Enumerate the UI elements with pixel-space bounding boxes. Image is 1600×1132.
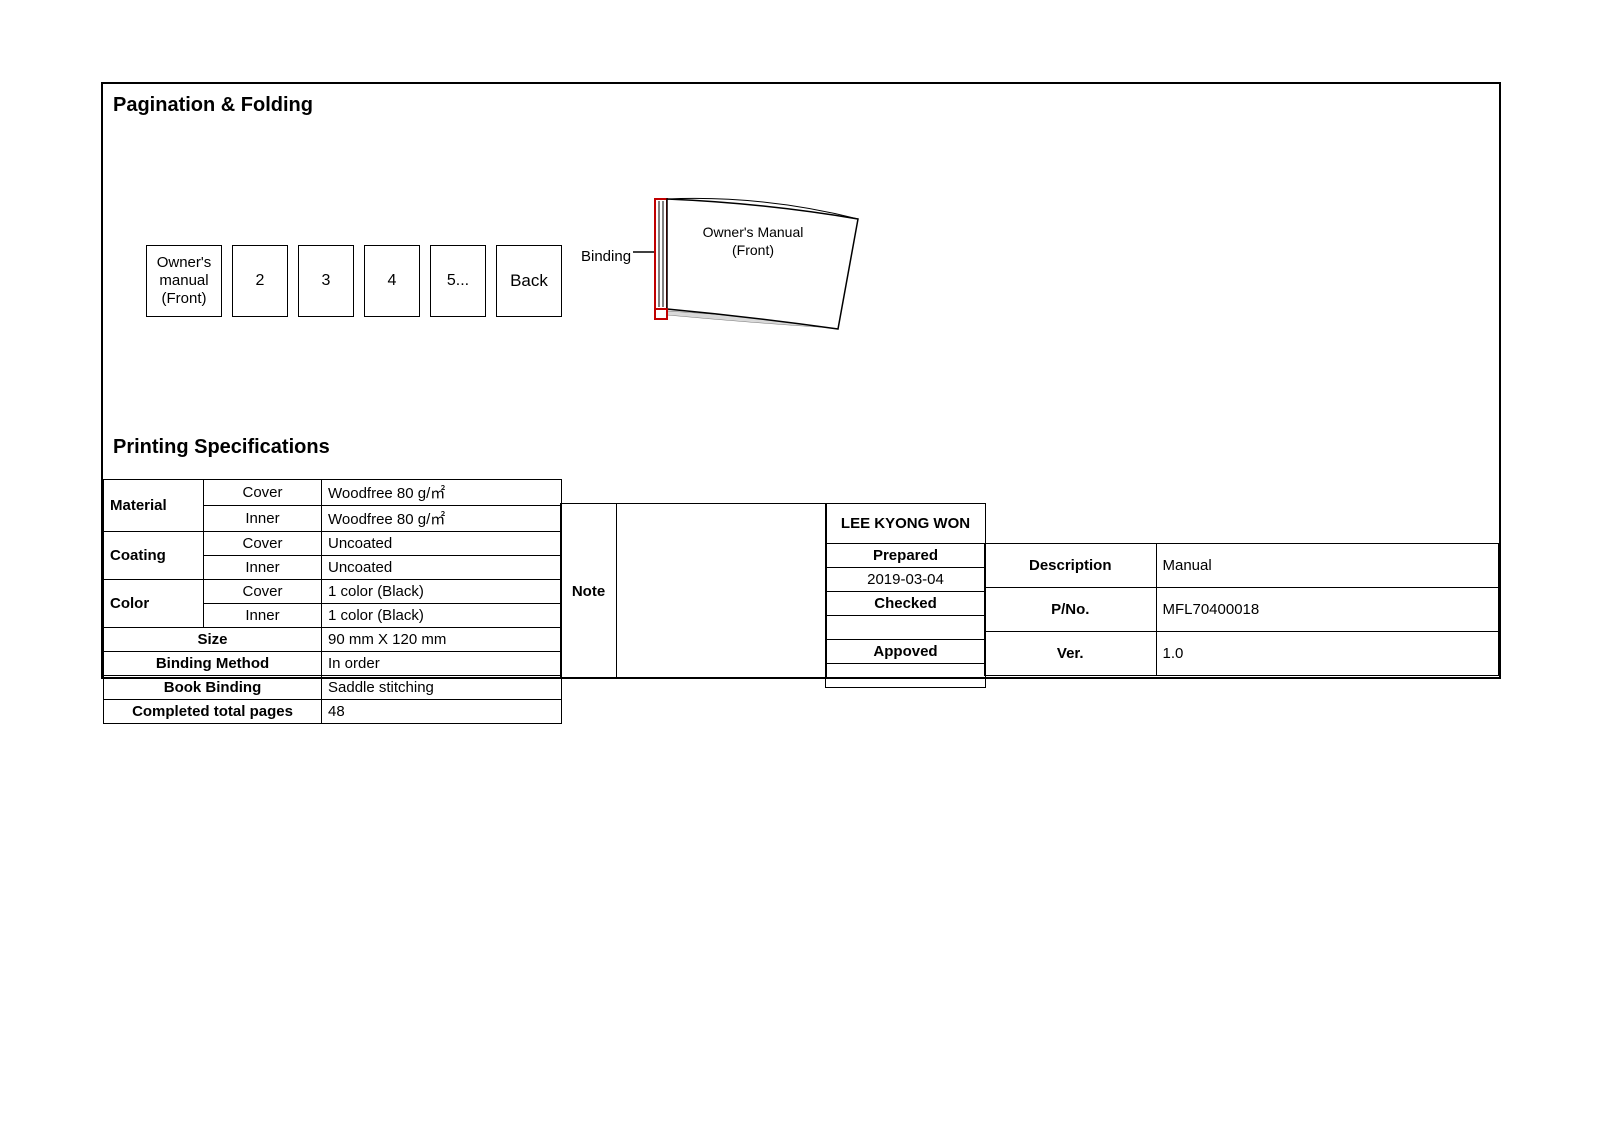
binding-book-icon: Owner's Manual (Front) — [603, 169, 883, 339]
meta-ver-label: Ver. — [985, 632, 1157, 676]
spec-table: Material Cover Woodfree 80 g/㎡ Inner Woo… — [103, 479, 562, 724]
book-title-line1: Owner's Manual — [703, 224, 804, 240]
spec-coating-cover-l: Cover — [204, 532, 322, 556]
page-box-2: 2 — [232, 245, 288, 317]
spec-size-value: 90 mm X 120 mm — [322, 628, 562, 652]
spec-book-binding-value: Saddle stitching — [322, 676, 562, 700]
meta-description-value: Manual — [1156, 544, 1499, 588]
meta-ver-value: 1.0 — [1156, 632, 1499, 676]
spec-binding-method-value: In order — [322, 652, 562, 676]
heading-printing: Printing Specifications — [113, 436, 330, 459]
meta-checked-label: Checked — [826, 592, 986, 616]
meta-approved-value — [826, 664, 986, 688]
spec-color-inner-l: Inner — [204, 604, 322, 628]
page-back-label: Back — [510, 271, 548, 291]
note-label: Note — [561, 504, 617, 679]
meta-prepared-label: Prepared — [826, 544, 986, 568]
page-5-label: 5... — [447, 271, 469, 290]
spec-material-cover-v: Woodfree 80 g/㎡ — [322, 480, 562, 506]
page-box-back: Back — [496, 245, 562, 317]
spec-color-cover-v: 1 color (Black) — [322, 580, 562, 604]
page-front-l2: manual — [159, 272, 208, 289]
page-box-front: Owner's manual (Front) — [146, 245, 222, 317]
spec-color-cover-l: Cover — [204, 580, 322, 604]
page-2-label: 2 — [256, 271, 265, 290]
spec-color-label: Color — [104, 580, 204, 628]
meta-name: LEE KYONG WON — [826, 504, 986, 544]
meta-pno-value: MFL70400018 — [1156, 588, 1499, 632]
spec-material-inner-l: Inner — [204, 506, 322, 532]
spec-total-pages-value: 48 — [322, 700, 562, 724]
spec-coating-label: Coating — [104, 532, 204, 580]
spec-material-label: Material — [104, 480, 204, 532]
spec-color-inner-v: 1 color (Black) — [322, 604, 562, 628]
note-table: Note — [560, 503, 827, 679]
page-box-5: 5... — [430, 245, 486, 317]
meta-description-label: Description — [985, 544, 1157, 588]
spec-coating-cover-v: Uncoated — [322, 532, 562, 556]
meta-pno-label: P/No. — [985, 588, 1157, 632]
spec-size-label: Size — [104, 628, 322, 652]
spec-material-cover-l: Cover — [204, 480, 322, 506]
spec-binding-method-label: Binding Method — [104, 652, 322, 676]
spec-coating-inner-l: Inner — [204, 556, 322, 580]
spec-coating-inner-v: Uncoated — [322, 556, 562, 580]
page-front-l3: (Front) — [161, 290, 206, 307]
meta-table-1: LEE KYONG WON Prepared 2019-03-04 Checke… — [825, 503, 986, 688]
spec-material-inner-v: Woodfree 80 g/㎡ — [322, 506, 562, 532]
page-4-label: 4 — [388, 271, 397, 290]
page-box-4: 4 — [364, 245, 420, 317]
note-value — [617, 504, 827, 679]
page-front-l1: Owner's — [157, 254, 212, 271]
heading-pagination: Pagination & Folding — [113, 94, 313, 117]
meta-checked-value — [826, 616, 986, 640]
page-box-3: 3 — [298, 245, 354, 317]
spec-total-pages-label: Completed total pages — [104, 700, 322, 724]
meta-table-2: Description Manual P/No. MFL70400018 Ver… — [984, 543, 1499, 676]
spec-sheet: Pagination & Folding Printing Specificat… — [101, 82, 1501, 679]
meta-date: 2019-03-04 — [826, 568, 986, 592]
page-3-label: 3 — [322, 271, 331, 290]
spec-book-binding-label: Book Binding — [104, 676, 322, 700]
meta-approved-label: Appoved — [826, 640, 986, 664]
book-title-line2: (Front) — [732, 242, 774, 258]
